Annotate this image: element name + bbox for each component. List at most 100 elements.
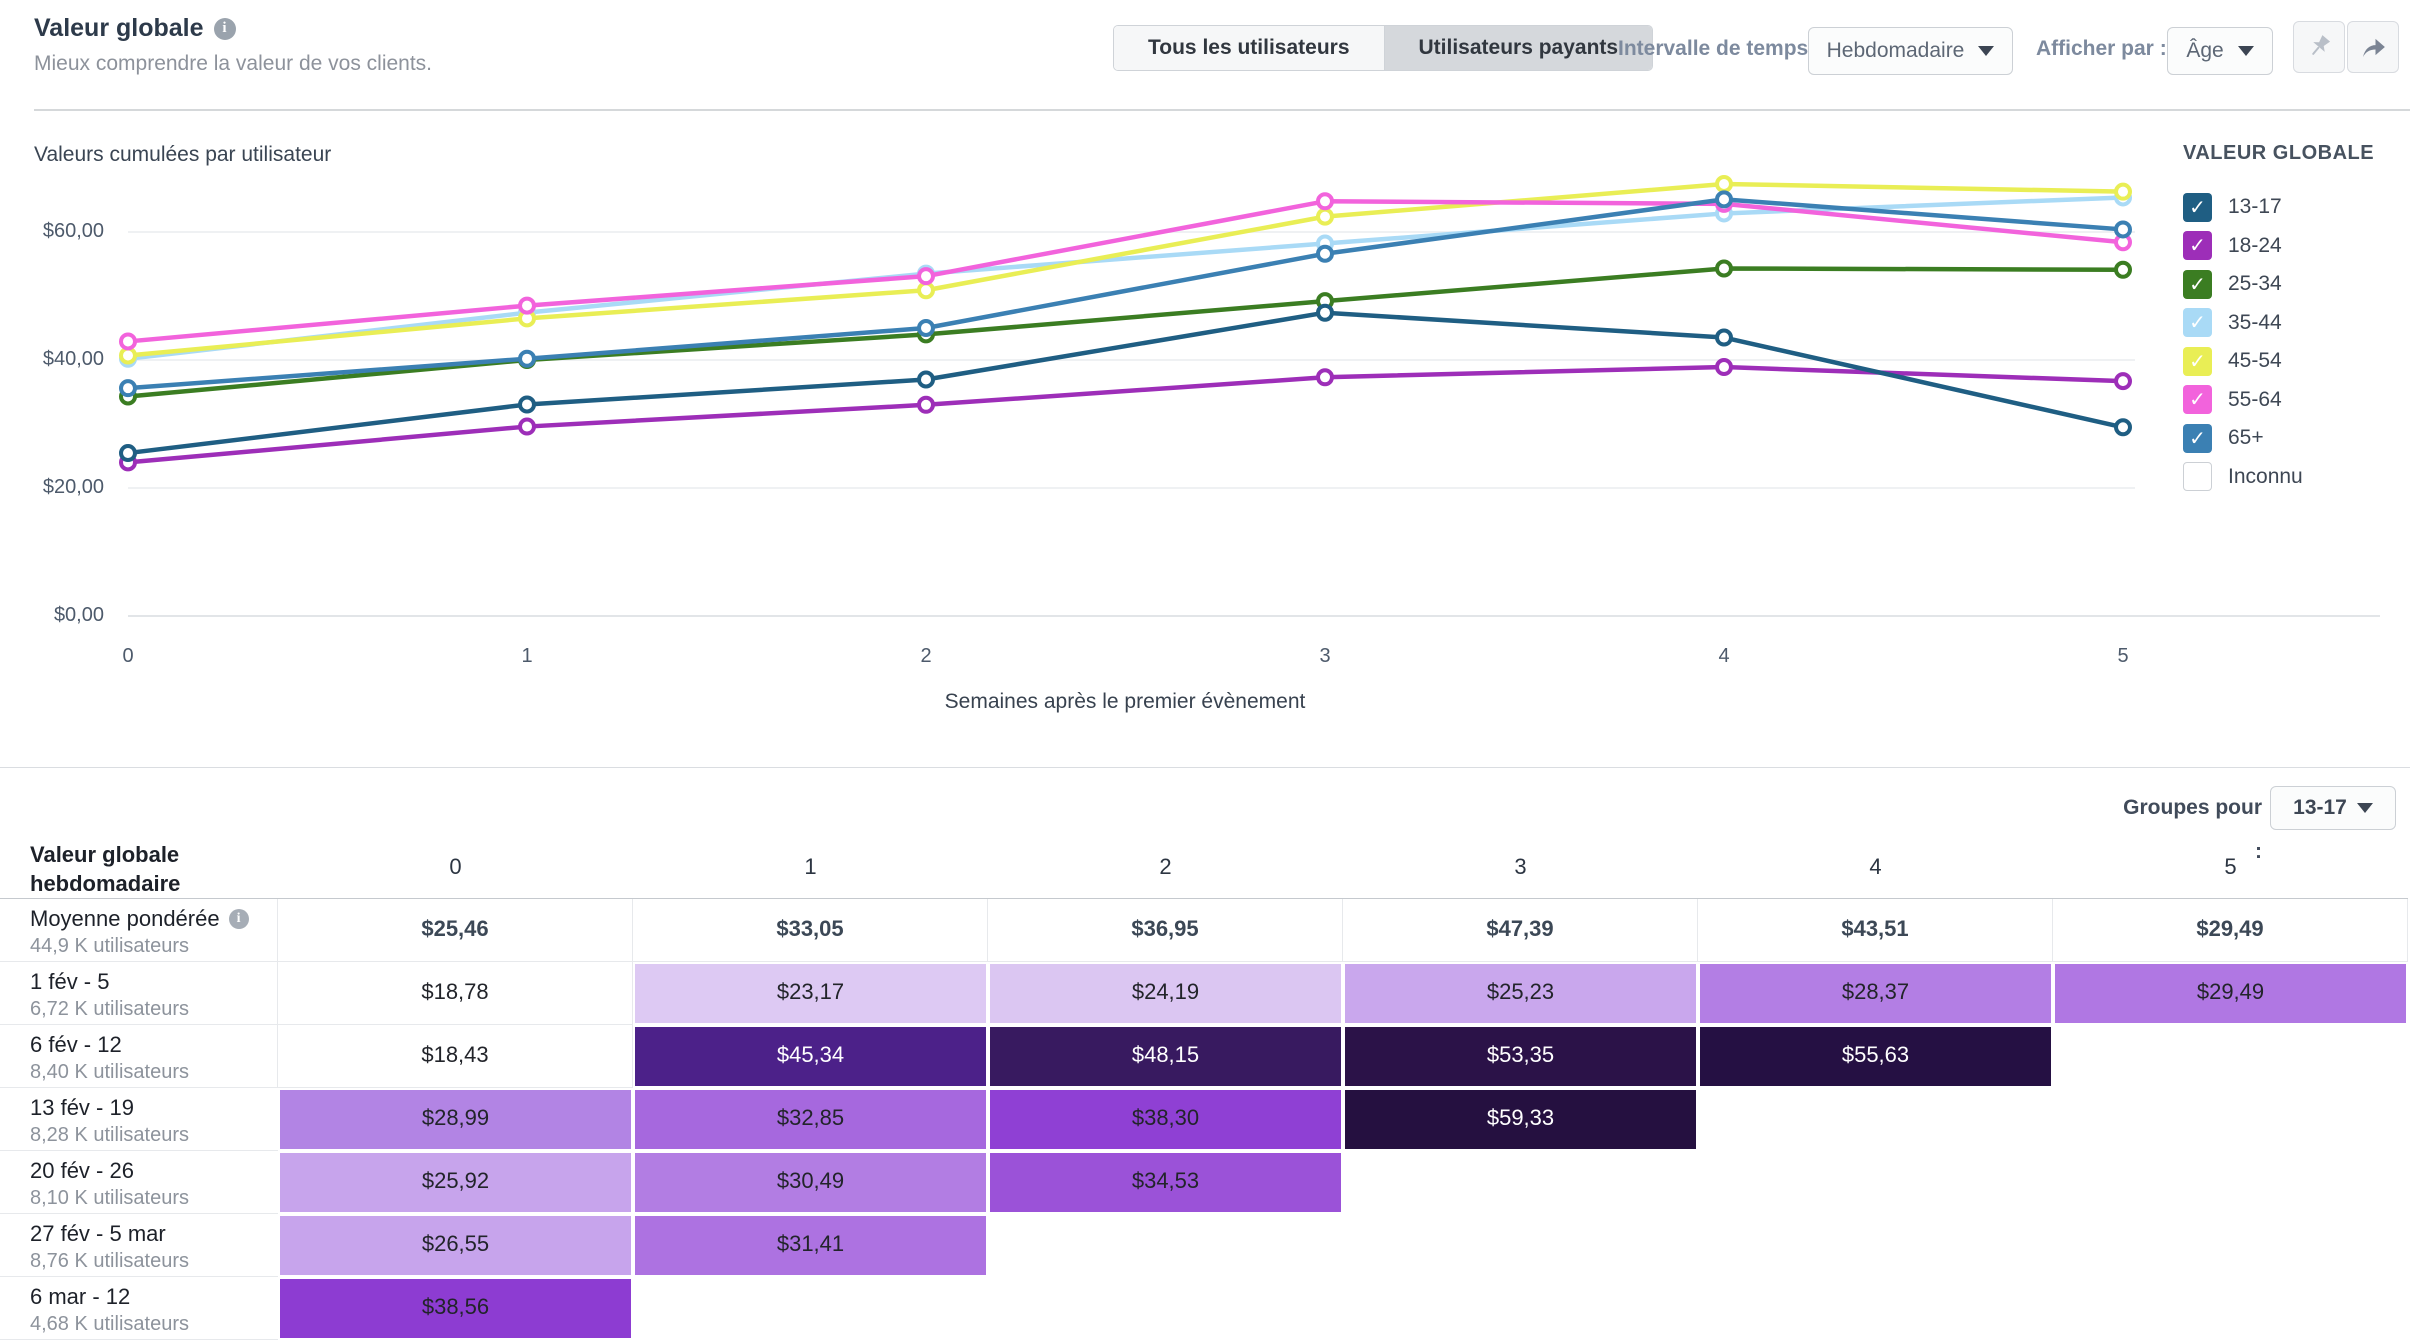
x-tick-label: 4 bbox=[1718, 645, 1730, 667]
legend-checkbox-65+[interactable]: ✓ bbox=[2183, 423, 2212, 453]
data-point-35-44-w5[interactable] bbox=[2114, 188, 2132, 207]
data-point-45-54-w4[interactable] bbox=[1715, 175, 1733, 193]
legend-checkbox-55-64[interactable]: ✓ bbox=[2183, 385, 2212, 414]
row-label: 6 mar - 12 4,68 K utilisateurs bbox=[0, 1277, 278, 1340]
value-cell: $34,53 bbox=[988, 1151, 1343, 1214]
display-by-dropdown[interactable]: Âge bbox=[2167, 27, 2273, 75]
row-label: Moyenne pondérée i 44,9 K utilisateurs bbox=[0, 899, 278, 962]
data-point-35-44-w3[interactable] bbox=[1316, 234, 1334, 253]
ltv-line-chart bbox=[119, 175, 2380, 617]
value-cell: $59,33 bbox=[1343, 1088, 1698, 1151]
value-cell: $36,95 bbox=[988, 899, 1343, 962]
data-point-65+-w4[interactable] bbox=[1715, 190, 1733, 209]
chevron-down-icon bbox=[2356, 803, 2373, 813]
value-cell bbox=[2053, 1151, 2408, 1214]
data-point-55-64-w5[interactable] bbox=[2114, 233, 2132, 252]
data-point-35-44-w1[interactable] bbox=[518, 303, 536, 322]
value-cell bbox=[988, 1214, 1343, 1277]
data-point-55-64-w0[interactable] bbox=[119, 332, 137, 351]
legend-label: 55-64 bbox=[2228, 387, 2282, 411]
data-point-65+-w2[interactable] bbox=[917, 319, 935, 337]
data-point-45-54-w1[interactable] bbox=[518, 309, 536, 328]
value-cell bbox=[2053, 1025, 2408, 1088]
legend-checkbox-45-54[interactable]: ✓ bbox=[2183, 346, 2212, 376]
value-cell bbox=[1343, 1214, 1698, 1277]
data-point-18-24-w1[interactable] bbox=[518, 417, 536, 436]
data-point-25-34-w4[interactable] bbox=[1715, 259, 1733, 278]
value-cell: $43,51 bbox=[1698, 899, 2053, 962]
data-point-65+-w0[interactable] bbox=[119, 379, 137, 398]
data-point-25-34-w2[interactable] bbox=[917, 325, 935, 344]
data-point-18-24-w2[interactable] bbox=[917, 395, 935, 414]
data-point-35-44-w0[interactable] bbox=[119, 349, 137, 368]
data-point-55-64-w2[interactable] bbox=[917, 267, 935, 286]
page-title: Valeur globale i bbox=[34, 14, 236, 43]
data-point-18-24-w4[interactable] bbox=[1715, 358, 1733, 377]
section-divider bbox=[0, 767, 2410, 768]
paying-users-segment[interactable]: Utilisateurs payants bbox=[1384, 26, 1653, 70]
data-point-55-64-w1[interactable] bbox=[518, 296, 536, 315]
data-point-55-64-w4[interactable] bbox=[1715, 194, 1733, 213]
share-button[interactable] bbox=[2347, 21, 2399, 73]
data-point-13-17-w4[interactable] bbox=[1715, 328, 1733, 347]
data-point-55-64-w3[interactable] bbox=[1316, 192, 1334, 211]
pin-button[interactable] bbox=[2293, 21, 2345, 73]
data-point-65+-w3[interactable] bbox=[1316, 244, 1334, 263]
pin-icon bbox=[2312, 35, 2331, 55]
table-row: 6 mar - 12 4,68 K utilisateurs $38,56 bbox=[0, 1277, 2408, 1340]
table-row: 27 fév - 5 mar 8,76 K utilisateurs $26,55 $… bbox=[0, 1214, 2408, 1277]
x-tick-label: 5 bbox=[2117, 645, 2129, 667]
display-by-label: Afficher par : bbox=[2036, 37, 2167, 60]
data-point-45-54-w0[interactable] bbox=[119, 346, 137, 365]
data-point-65+-w1[interactable] bbox=[518, 349, 536, 368]
data-point-18-24-w5[interactable] bbox=[2114, 372, 2132, 391]
data-point-13-17-w0[interactable] bbox=[119, 444, 137, 463]
data-point-18-24-w0[interactable] bbox=[119, 453, 137, 472]
data-point-35-44-w4[interactable] bbox=[1715, 204, 1733, 223]
legend-checkbox-Inconnu[interactable] bbox=[2183, 462, 2212, 491]
value-cell: $30,49 bbox=[633, 1151, 988, 1214]
legend-label: 25-34 bbox=[2228, 272, 2282, 295]
value-cell: $28,99 bbox=[278, 1088, 633, 1151]
info-icon[interactable]: i bbox=[213, 17, 236, 40]
cohort-name: 6 mar - 12 bbox=[30, 1284, 131, 1309]
data-point-13-17-w1[interactable] bbox=[518, 395, 536, 414]
legend-item-13-17: ✓ 13-17 bbox=[2183, 192, 2282, 222]
data-point-13-17-w5[interactable] bbox=[2114, 418, 2132, 437]
data-point-45-54-w5[interactable] bbox=[2114, 182, 2132, 201]
groups-for-label: Groupes pour : bbox=[2123, 796, 2262, 863]
data-point-65+-w5[interactable] bbox=[2114, 220, 2132, 239]
data-point-13-17-w2[interactable] bbox=[917, 370, 935, 389]
value-cell: $23,17 bbox=[633, 962, 988, 1025]
table-col-header: 0 bbox=[278, 835, 633, 899]
value-cell bbox=[988, 1277, 1343, 1340]
data-point-45-54-w2[interactable] bbox=[917, 281, 935, 300]
data-point-13-17-w3[interactable] bbox=[1316, 303, 1334, 322]
info-icon[interactable]: i bbox=[228, 909, 249, 929]
cohort-users-count: 8,28 K utilisateurs bbox=[30, 1124, 189, 1146]
value-cell: $24,19 bbox=[988, 962, 1343, 1025]
series-line-45-54 bbox=[125, 181, 2126, 358]
data-point-35-44-w2[interactable] bbox=[917, 264, 935, 283]
legend-label: 13-17 bbox=[2228, 195, 2282, 218]
table-col-header: 4 bbox=[1698, 835, 2053, 899]
legend-item-55-64: ✓ 55-64 bbox=[2183, 385, 2282, 415]
groups-for-dropdown[interactable]: 13-17 bbox=[2270, 786, 2396, 830]
data-point-45-54-w3[interactable] bbox=[1316, 207, 1334, 226]
data-point-25-34-w0[interactable] bbox=[119, 387, 137, 406]
legend-checkbox-13-17[interactable]: ✓ bbox=[2183, 192, 2212, 222]
legend-checkbox-25-34[interactable]: ✓ bbox=[2183, 269, 2212, 299]
table-col-header: 2 bbox=[988, 835, 1343, 899]
legend-checkbox-18-24[interactable]: ✓ bbox=[2183, 231, 2212, 260]
chevron-down-icon bbox=[2237, 46, 2254, 56]
interval-dropdown[interactable]: Hebdomadaire bbox=[1808, 27, 2013, 75]
legend-checkbox-35-44[interactable]: ✓ bbox=[2183, 308, 2212, 337]
value-cell: $25,92 bbox=[278, 1151, 633, 1214]
data-point-25-34-w3[interactable] bbox=[1316, 292, 1334, 311]
data-point-25-34-w5[interactable] bbox=[2114, 260, 2132, 279]
all-users-segment[interactable]: Tous les utilisateurs bbox=[1114, 26, 1385, 70]
data-point-18-24-w3[interactable] bbox=[1316, 368, 1334, 387]
cohort-users-count: 8,76 K utilisateurs bbox=[30, 1250, 189, 1272]
data-point-25-34-w1[interactable] bbox=[518, 351, 536, 369]
value-cell: $26,55 bbox=[278, 1214, 633, 1277]
